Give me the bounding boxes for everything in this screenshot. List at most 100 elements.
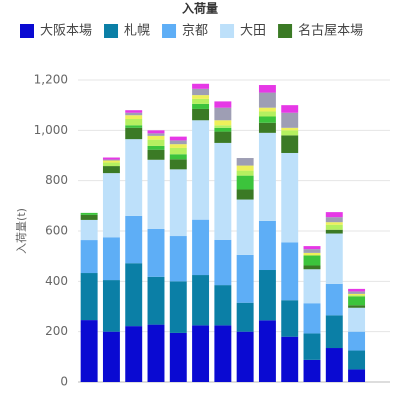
bar-segment [214, 285, 232, 326]
bar-segment [348, 350, 366, 370]
bar-segment [147, 149, 165, 160]
y-tick-label: 1,200 [34, 73, 68, 87]
bar-segment [192, 275, 210, 326]
bar-segment [102, 160, 120, 163]
bar-segment [192, 83, 210, 89]
bar-segment [214, 142, 232, 240]
bar-segment [192, 120, 210, 220]
bar-segment [214, 125, 232, 128]
bar-segment [102, 157, 120, 160]
bar-segment [281, 135, 299, 153]
y-tick-label: 800 [45, 173, 68, 187]
legend-label: 京都 [182, 24, 208, 39]
bar-segment [258, 132, 276, 221]
bar-segment [348, 288, 366, 292]
bar-segment [281, 130, 299, 136]
bar-segment [80, 214, 98, 220]
bar-segment [236, 158, 254, 166]
bar-segment [303, 265, 321, 270]
legend-label: 大田 [240, 24, 266, 39]
legend-swatch [104, 24, 119, 38]
bar-segment [281, 105, 299, 113]
bar-segment [147, 228, 165, 277]
bar-segment [125, 263, 143, 327]
bar-segment [169, 144, 187, 148]
bar-segment [169, 169, 187, 237]
bar-segment [102, 173, 120, 238]
bar-segment [325, 222, 343, 225]
bar-segment [169, 281, 187, 333]
bar-segment [325, 315, 343, 349]
bar-segment [147, 130, 165, 134]
bar-segment [214, 107, 232, 121]
bar-segment [236, 165, 254, 171]
bar-segment [325, 348, 343, 382]
bar-segment [348, 293, 366, 296]
bar-segment [214, 120, 232, 126]
bar-segment [303, 249, 321, 253]
bar-segment [169, 159, 187, 170]
bar-segment [192, 103, 210, 109]
bar-segment [281, 336, 299, 382]
bar-segment [281, 152, 299, 243]
bar-segment [258, 220, 276, 271]
bar-segment [147, 135, 165, 140]
bar-segment [102, 280, 120, 332]
y-tick-label: 400 [45, 274, 68, 288]
bar-segment [236, 170, 254, 176]
bar-segment [303, 246, 321, 250]
bar-segment [169, 136, 187, 141]
bar-segment [125, 139, 143, 216]
bar-segment [102, 331, 120, 382]
bar-segment [303, 359, 321, 382]
bar-segment [303, 252, 321, 256]
bar-segment [258, 122, 276, 133]
bar-segment [192, 219, 210, 276]
bar-segment [258, 320, 276, 382]
bar-segment [258, 111, 276, 117]
bar-segment [214, 325, 232, 382]
bar-segment [236, 175, 254, 190]
bar-segment [125, 115, 143, 120]
bar-segment [236, 254, 254, 303]
bar-segment [102, 166, 120, 174]
bar-segment [80, 320, 98, 382]
bar-segment [169, 154, 187, 160]
bar-segment [258, 107, 276, 112]
bar-segment [102, 159, 120, 161]
bar-segment [281, 242, 299, 301]
bar-segment [348, 331, 366, 351]
bar-segment [192, 88, 210, 96]
bar-segment [348, 369, 366, 382]
bar-segment [303, 269, 321, 304]
bar-segment [258, 116, 276, 123]
bar-segment [169, 332, 187, 382]
bar-segment [236, 302, 254, 332]
bar-segment [325, 217, 343, 223]
bar-segment [303, 255, 321, 266]
bar-segment [125, 127, 143, 140]
legend-swatch [220, 24, 235, 38]
bar-segment [325, 233, 343, 284]
bar-segment [102, 237, 120, 281]
bar-segment [147, 133, 165, 136]
bar-segment [325, 212, 343, 218]
bar-segment [102, 162, 120, 167]
bar-segment [258, 85, 276, 93]
y-tick-label: 1,000 [34, 123, 68, 137]
bar-segment [147, 159, 165, 229]
bar-segment [303, 333, 321, 360]
y-tick-label: 200 [45, 324, 68, 338]
bar-segment [325, 283, 343, 316]
bar-segment [348, 296, 366, 306]
bar-segment [348, 295, 366, 297]
legend-label: 札幌 [124, 23, 150, 39]
legend-swatch [162, 24, 177, 38]
bar-segment [214, 101, 232, 108]
bar-segment [125, 112, 143, 116]
bar-segment [281, 127, 299, 131]
bar-segment [281, 300, 299, 337]
bar-segment [258, 270, 276, 321]
bar-segment [169, 236, 187, 282]
